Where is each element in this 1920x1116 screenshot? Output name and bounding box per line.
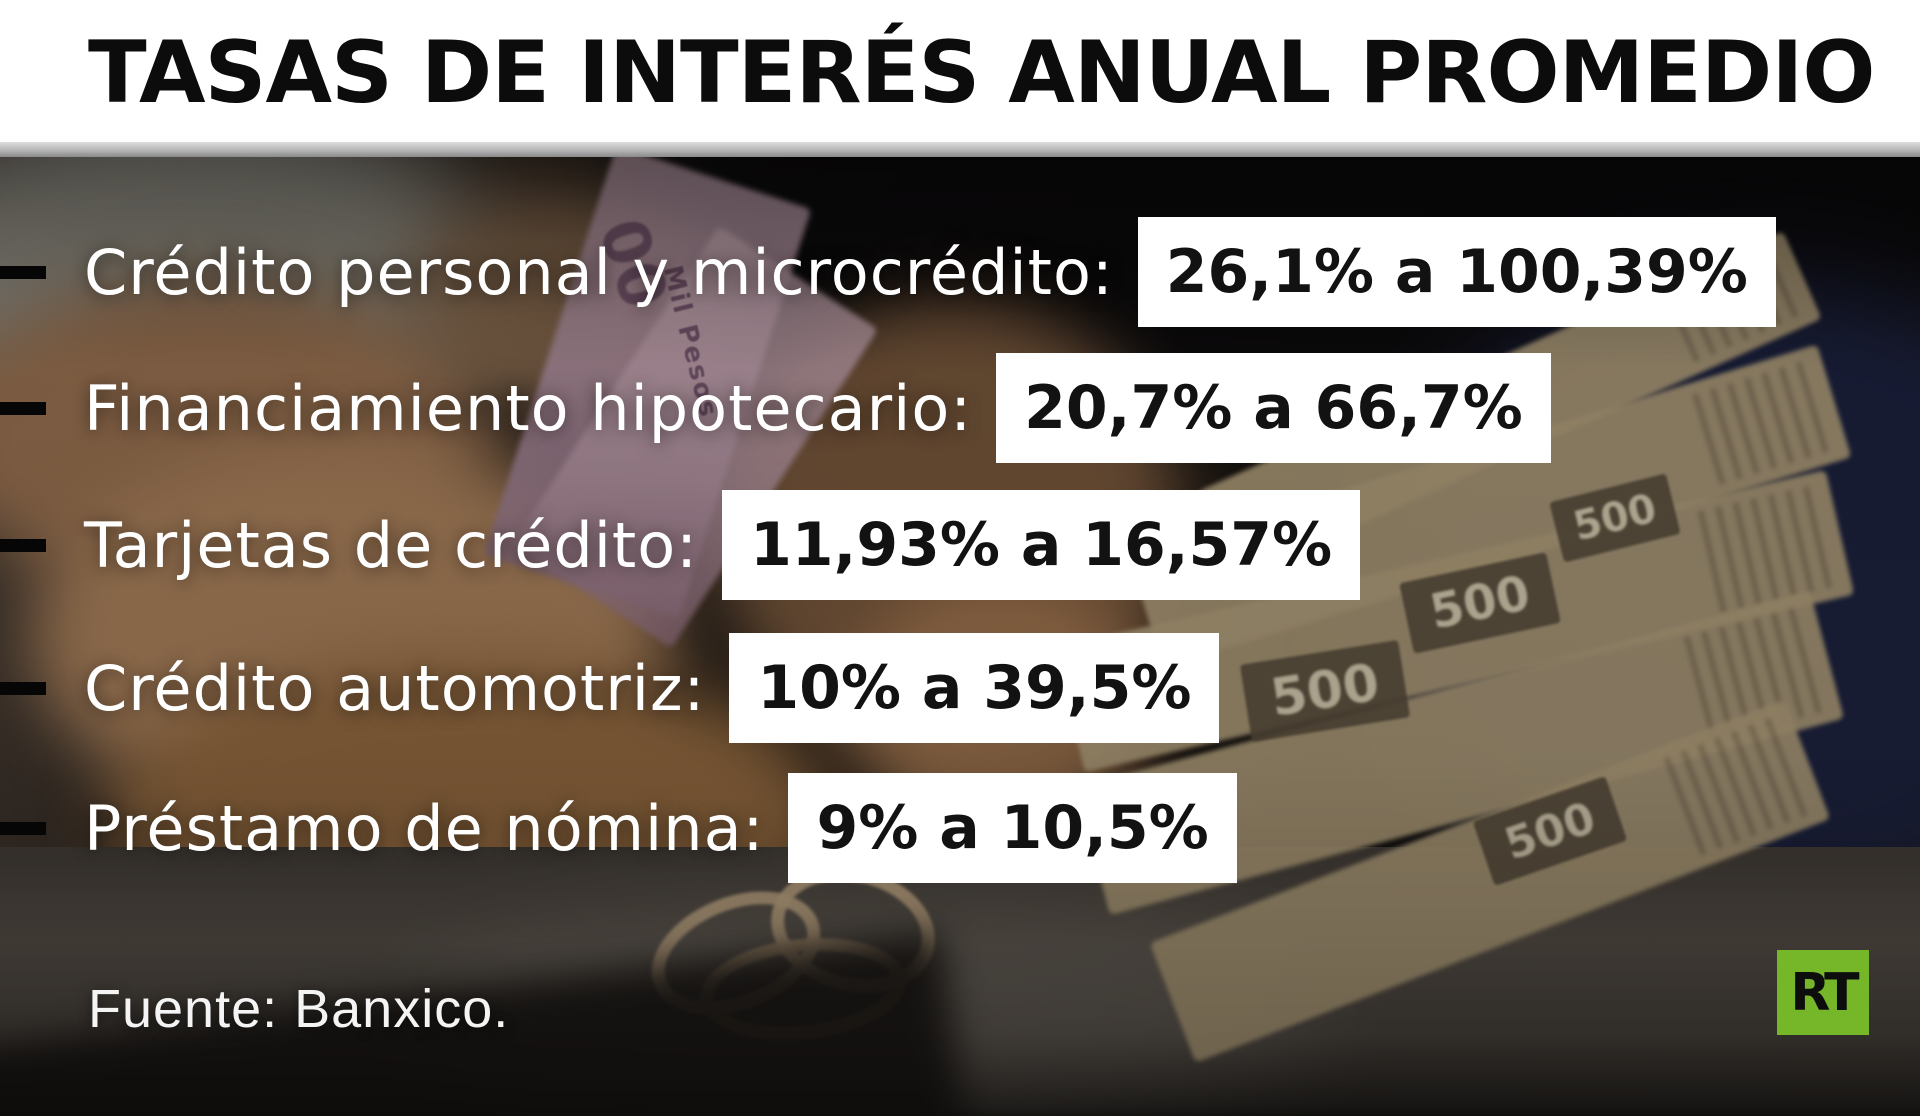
rate-row: Tarjetas de crédito: 11,93% a 16,57% — [0, 490, 1920, 600]
rate-label: Financiamiento hipotecario: — [84, 371, 973, 445]
rate-label: Crédito personal y microcrédito: — [84, 235, 1114, 309]
rate-value-box: 20,7% a 66,7% — [996, 353, 1551, 463]
rate-value: 11,93% a 16,57% — [750, 510, 1333, 580]
rate-value-box: 26,1% a 100,39% — [1137, 217, 1776, 327]
rate-value-box: 9% a 10,5% — [788, 773, 1237, 883]
rate-label: Tarjetas de crédito: — [84, 508, 699, 582]
rate-label: Crédito automotriz: — [84, 651, 706, 725]
bullet-dash-icon — [0, 401, 46, 415]
rate-label: Préstamo de nómina: — [84, 791, 765, 865]
bullet-dash-icon — [0, 681, 46, 695]
rate-row: Crédito automotriz: 10% a 39,5% — [0, 633, 1920, 743]
rt-logo: RT — [1777, 950, 1869, 1035]
bullet-dash-icon — [0, 538, 46, 552]
rate-value: 10% a 39,5% — [757, 653, 1192, 723]
rate-value-box: 10% a 39,5% — [729, 633, 1220, 743]
rate-value: 20,7% a 66,7% — [1024, 373, 1523, 443]
page-title: TASAS DE INTERÉS ANUAL PROMEDIO — [88, 23, 1875, 123]
title-divider — [0, 142, 1920, 157]
rate-row: Crédito personal y microcrédito: 26,1% a… — [0, 217, 1920, 327]
bullet-dash-icon — [0, 265, 46, 279]
source-credit: Fuente: Banxico. — [88, 979, 510, 1039]
rt-logo-text: RT — [1790, 962, 1859, 1023]
rate-row: Préstamo de nómina: 9% a 10,5% — [0, 773, 1920, 883]
title-band: TASAS DE INTERÉS ANUAL PROMEDIO — [0, 0, 1920, 142]
bullet-dash-icon — [0, 821, 46, 835]
rate-value: 9% a 10,5% — [816, 793, 1209, 863]
rate-row: Financiamiento hipotecario: 20,7% a 66,7… — [0, 353, 1920, 463]
rate-value: 26,1% a 100,39% — [1165, 237, 1748, 307]
rate-value-box: 11,93% a 16,57% — [722, 490, 1361, 600]
